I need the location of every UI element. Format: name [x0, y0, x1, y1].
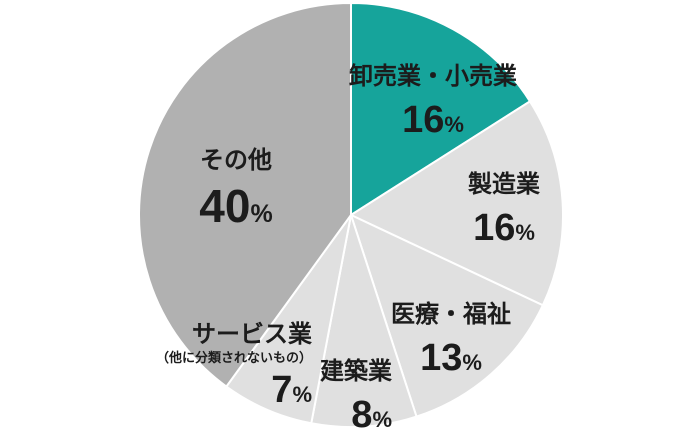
slice-value-number: 16 [473, 207, 516, 249]
slice-annotation-manufacturing: 製造業 16% [468, 170, 540, 255]
slice-value: 16% [468, 206, 540, 255]
slice-label: その他 [200, 147, 272, 174]
slice-label: 卸売業・小売業 [349, 63, 517, 90]
slice-value: 40% [199, 180, 272, 240]
slice-label: 医療・福祉 [391, 301, 511, 328]
slice-value-number: 16 [402, 99, 445, 141]
slice-sublabel: （他に分類されないもの） [155, 350, 312, 365]
pie-slice-3 [350, 214, 544, 418]
slice-label: サービス業 [192, 321, 312, 348]
slice-value-number: 7 [271, 369, 293, 411]
slice-value-unit: % [515, 220, 535, 245]
slice-value-unit: % [462, 350, 482, 375]
slice-annotation-construction: 建築業 8% [320, 357, 392, 431]
slice-label: 製造業 [468, 171, 540, 198]
pie-slice-4 [310, 214, 418, 428]
pie-slice-2 [350, 100, 564, 307]
slice-annotation-services: サービス業 （他に分類されないもの） 7% [156, 320, 312, 417]
slice-value-unit: % [372, 407, 392, 431]
slice-value-number: 8 [351, 394, 373, 431]
slice-value-number: 13 [420, 337, 463, 379]
slice-value-unit: % [292, 382, 312, 407]
slice-annotation-medical-welfare: 医療・福祉 13% [391, 300, 511, 385]
pie-slice-6 [138, 2, 352, 388]
slice-value-unit: % [250, 200, 273, 228]
slice-annotation-other: その他 40% [199, 146, 272, 240]
slice-value-number: 40 [199, 180, 251, 232]
slice-annotation-wholesale-retail: 卸売業・小売業 16% [349, 62, 517, 147]
slice-value: 7% [156, 368, 312, 417]
slice-value-unit: % [444, 112, 464, 137]
pie-slice-1 [350, 2, 531, 216]
slice-value: 8% [320, 393, 392, 431]
slice-value: 13% [391, 336, 511, 385]
slice-value: 16% [349, 98, 517, 147]
slice-label: 建築業 [320, 358, 392, 385]
